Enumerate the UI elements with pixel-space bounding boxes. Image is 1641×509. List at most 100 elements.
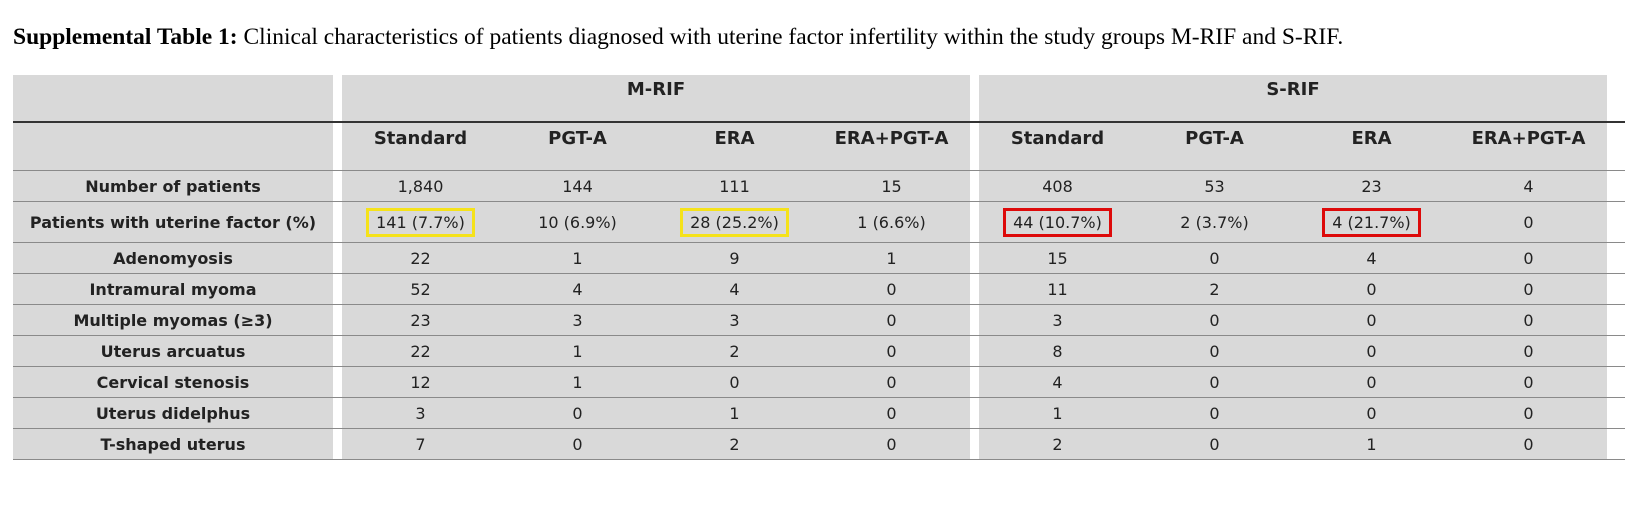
table-cell: 4 <box>1293 243 1450 273</box>
row-label: Patients with uterine factor (%) <box>13 202 333 242</box>
table-cell: 0 <box>1450 336 1607 366</box>
table-cell: 1 <box>1293 429 1450 459</box>
table-cell: 0 <box>1450 305 1607 335</box>
clinical-characteristics-table: M-RIF S-RIF Standard PGT-A ERA ERA+PGT-A… <box>13 75 1625 460</box>
table-cell: 2 <box>656 336 813 366</box>
table-cell: 0 <box>499 429 656 459</box>
table-row: Patients with uterine factor (%) 141 (7.7… <box>13 201 1625 242</box>
red-highlight-box: 4 (21.7%) <box>1322 207 1421 237</box>
table-cell: 22 <box>342 243 499 273</box>
table-cell: 0 <box>1450 429 1607 459</box>
table-body: Number of patients 1,840 144 111 15 408 53 23 4 P… <box>13 170 1625 460</box>
yellow-highlight-box: 141 (7.7%) <box>366 207 475 237</box>
column-header: PGT-A <box>499 123 656 170</box>
caption-text: Clinical characteristics of patients dia… <box>237 24 1344 50</box>
row-label: Number of patients <box>13 171 333 201</box>
table-cell: 0 <box>1293 305 1450 335</box>
table-cell: 0 <box>1450 202 1607 242</box>
table-cell: 23 <box>342 305 499 335</box>
row-label: Cervical stenosis <box>13 367 333 397</box>
table-cell: 0 <box>813 336 970 366</box>
table-cell: 0 <box>1136 367 1293 397</box>
table-cell: 4 <box>656 274 813 304</box>
table-cell: 2 <box>1136 274 1293 304</box>
column-header: PGT-A <box>1136 123 1293 170</box>
table-cell: 0 <box>813 429 970 459</box>
table-cell: 44 (10.7%) <box>979 202 1136 242</box>
table-cell: 3 <box>979 305 1136 335</box>
table-cell: 1 <box>979 398 1136 428</box>
table-cell: 144 <box>499 171 656 201</box>
column-header: ERA <box>1293 123 1450 170</box>
table-cell: 0 <box>1450 243 1607 273</box>
table-cell: 1 <box>499 367 656 397</box>
table-cell: 111 <box>656 171 813 201</box>
table-cell: 0 <box>813 274 970 304</box>
table-cell: 4 <box>499 274 656 304</box>
table-cell: 0 <box>813 305 970 335</box>
yellow-highlight-box: 28 (25.2%) <box>680 207 789 237</box>
table-cell: 4 <box>1450 171 1607 201</box>
table-cell: 0 <box>1293 274 1450 304</box>
table-cell: 1,840 <box>342 171 499 201</box>
table-cell: 0 <box>1450 398 1607 428</box>
table-cell: 0 <box>1450 274 1607 304</box>
table-cell: 1 <box>499 336 656 366</box>
column-header: Standard <box>342 123 499 170</box>
table-cell: 0 <box>1293 367 1450 397</box>
empty-subheader-cell <box>13 123 333 170</box>
table-caption: Supplemental Table 1: Clinical character… <box>13 24 1343 51</box>
table-cell: 0 <box>499 398 656 428</box>
table-cell: 52 <box>342 274 499 304</box>
empty-header-cell <box>13 75 333 121</box>
table-cell: 28 (25.2%) <box>656 202 813 242</box>
table-cell: 2 <box>979 429 1136 459</box>
table-cell: 22 <box>342 336 499 366</box>
row-label: Multiple myomas (≥3) <box>13 305 333 335</box>
table-cell: 3 <box>499 305 656 335</box>
row-label: Adenomyosis <box>13 243 333 273</box>
table-cell: 0 <box>813 398 970 428</box>
table-cell: 0 <box>1136 305 1293 335</box>
table-row: Multiple myomas (≥3) 23 3 3 0 3 0 0 0 <box>13 304 1625 335</box>
table-cell: 0 <box>1293 398 1450 428</box>
table-cell: 2 (3.7%) <box>1136 202 1293 242</box>
table-cell: 1 <box>656 398 813 428</box>
table-cell: 0 <box>656 367 813 397</box>
row-label: Uterus arcuatus <box>13 336 333 366</box>
row-label: Uterus didelphus <box>13 398 333 428</box>
group-header-m-rif: M-RIF <box>342 75 970 121</box>
table-row: Uterus arcuatus 22 1 2 0 8 0 0 0 <box>13 335 1625 366</box>
table-cell: 3 <box>342 398 499 428</box>
table-cell: 9 <box>656 243 813 273</box>
table-cell: 15 <box>979 243 1136 273</box>
table-cell: 53 <box>1136 171 1293 201</box>
row-label: Intramural myoma <box>13 274 333 304</box>
table-row: Adenomyosis 22 1 9 1 15 0 4 0 <box>13 242 1625 273</box>
table-cell: 0 <box>1136 429 1293 459</box>
table-cell: 1 <box>499 243 656 273</box>
group-header-row: M-RIF S-RIF <box>13 75 1625 121</box>
table-cell: 4 <box>979 367 1136 397</box>
red-highlight-box: 44 (10.7%) <box>1003 207 1112 237</box>
table-cell: 2 <box>656 429 813 459</box>
table-cell: 23 <box>1293 171 1450 201</box>
table-cell: 1 (6.6%) <box>813 202 970 242</box>
table-row: Intramural myoma 52 4 4 0 11 2 0 0 <box>13 273 1625 304</box>
table-cell: 1 <box>813 243 970 273</box>
table-cell: 12 <box>342 367 499 397</box>
table-cell: 408 <box>979 171 1136 201</box>
table-row: Uterus didelphus 3 0 1 0 1 0 0 0 <box>13 397 1625 428</box>
column-header: Standard <box>979 123 1136 170</box>
table-cell: 7 <box>342 429 499 459</box>
column-header: ERA+PGT-A <box>813 123 970 170</box>
table-cell: 8 <box>979 336 1136 366</box>
column-header-row: Standard PGT-A ERA ERA+PGT-A Standard PG… <box>13 121 1625 170</box>
column-header: ERA <box>656 123 813 170</box>
caption-label: Supplemental Table 1: <box>13 24 238 50</box>
table-cell: 4 (21.7%) <box>1293 202 1450 242</box>
group-header-s-rif: S-RIF <box>979 75 1607 121</box>
table-cell: 0 <box>1293 336 1450 366</box>
table-row: T-shaped uterus 7 0 2 0 2 0 1 0 <box>13 428 1625 460</box>
table-cell: 0 <box>1450 367 1607 397</box>
